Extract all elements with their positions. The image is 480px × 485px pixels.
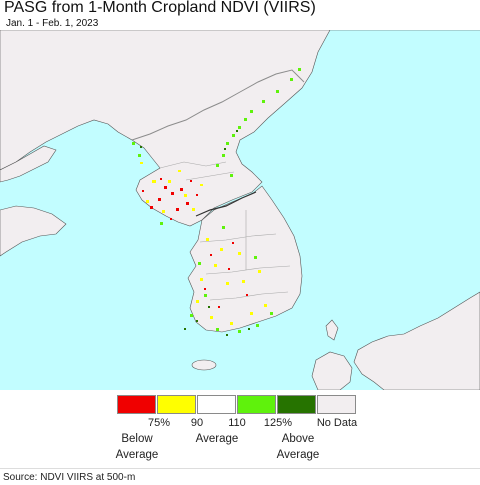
liaodong-land bbox=[0, 145, 57, 183]
legend-average: Average bbox=[195, 433, 239, 445]
south-korea-land bbox=[187, 185, 303, 333]
legend-swatch-above bbox=[277, 395, 316, 414]
map-title: PASG from 1-Month Cropland NDVI (VIIRS) bbox=[4, 0, 316, 16]
legend-swatch-below bbox=[117, 395, 156, 414]
korea-ndvi-map bbox=[0, 30, 480, 390]
legend-tick-90: 90 bbox=[190, 417, 204, 429]
shandong-land bbox=[0, 205, 67, 257]
china-nk-border bbox=[131, 69, 305, 141]
map-subtitle: Jan. 1 - Feb. 1, 2023 bbox=[6, 18, 99, 29]
legend-tick-no-data: No Data bbox=[316, 417, 358, 429]
legend-tick-75: 75% bbox=[147, 417, 171, 429]
footer-divider bbox=[0, 468, 480, 469]
source-note: Source: NDVI VIIRS at 500-m bbox=[3, 472, 136, 483]
legend-tick-110: 110 bbox=[228, 417, 246, 429]
legend-swatch-no-data bbox=[317, 395, 356, 414]
dmz-border bbox=[195, 191, 257, 217]
legend-swatch-slightly-above bbox=[237, 395, 276, 414]
japan-land bbox=[353, 291, 480, 390]
legend-swatch-average bbox=[197, 395, 236, 414]
legend-below-average: Below Average bbox=[115, 433, 159, 461]
legend-swatch-slightly-below bbox=[157, 395, 196, 414]
ndvi-pixels bbox=[132, 68, 301, 336]
province-borders bbox=[159, 161, 291, 301]
tsushima-island bbox=[325, 319, 339, 341]
legend-tick-125: 125% bbox=[263, 417, 293, 429]
legend-above-average: Above Average bbox=[276, 433, 320, 461]
japan-west-land bbox=[311, 351, 353, 390]
jeju-island bbox=[191, 359, 217, 371]
